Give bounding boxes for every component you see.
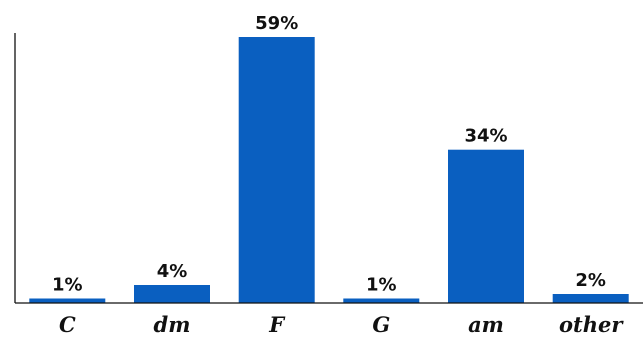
bar-other [552, 294, 629, 303]
x-tick-label-C: C [59, 312, 76, 337]
value-label-other: 2% [575, 270, 606, 291]
x-tick-label-dm: dm [154, 312, 191, 337]
x-tick-label-am: am [468, 312, 504, 337]
x-tick-label-G: G [372, 312, 390, 337]
value-label-G: 1% [366, 275, 397, 296]
x-tick-label-other: other [559, 312, 624, 337]
bars-layer [29, 37, 629, 303]
bar-F [238, 37, 315, 303]
value-label-am: 34% [464, 126, 507, 147]
value-label-dm: 4% [157, 261, 188, 282]
x-tick-label-F: F [268, 312, 286, 337]
bar-G [343, 298, 420, 303]
value-labels-layer: 1% 4% 59% 1% 34% 2% [52, 13, 606, 296]
bar-am [448, 149, 524, 303]
bar-C [29, 298, 106, 303]
value-label-F: 59% [255, 13, 298, 34]
value-label-C: 1% [52, 275, 83, 296]
bar-dm [134, 285, 210, 303]
